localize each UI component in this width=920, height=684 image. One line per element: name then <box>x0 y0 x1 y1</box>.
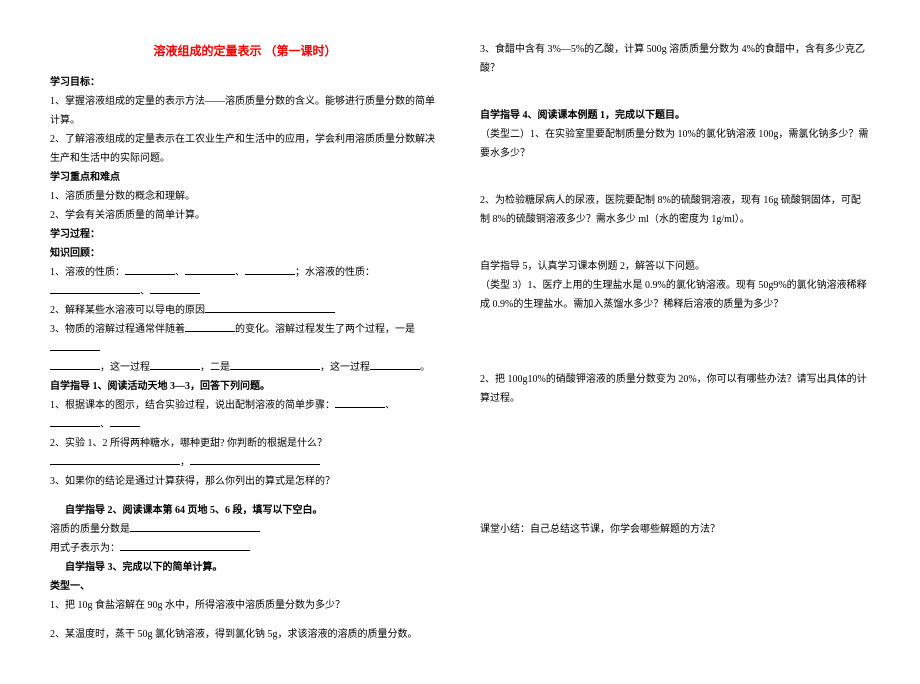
goal-item-2: 2、了解溶液组成的定量表示在工农业生产和生活中的应用，学会利用溶质质量分数解决生… <box>50 130 440 168</box>
summary: 课堂小结：自己总结这节课，你学会哪些解题的方法？ <box>480 520 870 539</box>
goal-item-1: 1、掌握溶液组成的定量的表示方法——溶质质量分数的含义。能够进行质量分数的简单计… <box>50 92 440 130</box>
blank-field <box>50 417 100 427</box>
review-2: 2、解释某些水溶液可以导电的原因 <box>50 305 205 316</box>
review-3b: 的变化。溶解过程发生了两个过程，一是 <box>235 324 415 335</box>
gap <box>480 229 870 257</box>
document-page: 溶液组成的定量表示 （第一课时） 学习目标： 1、掌握溶液组成的定量的表示方法—… <box>0 0 920 684</box>
heading-goal: 学习目标： <box>50 73 440 92</box>
blank-field <box>125 265 175 275</box>
gap <box>480 492 870 520</box>
right-item-5: 2、把 100g10%的硝酸钾溶液的质量分数变为 20%，你可以有哪些办法？请写… <box>480 370 870 408</box>
review-3a: 3、物质的溶解过程通常伴随着 <box>50 324 185 335</box>
document-title: 溶液组成的定量表示 （第一课时） <box>50 40 440 63</box>
gap <box>50 615 440 625</box>
guide2-item-2: 用式子表示为： <box>50 539 440 558</box>
type1-item-1: 1、把 10g 食盐溶解在 90g 水中，所得溶液中溶质质量分数为多少？ <box>50 596 440 615</box>
right-item-1: 3、食醋中含有 3%—5%的乙酸，计算 500g 溶质质量分数为 4%的食醋中，… <box>480 40 870 78</box>
blank-field <box>185 265 235 275</box>
blank-field <box>120 541 250 551</box>
guide2-2-text: 用式子表示为： <box>50 543 120 554</box>
right-item-3: 2、为检验糖尿病人的尿液，医院要配制 8%的硫酸铜溶液，现有 16g 硫酸铜固体… <box>480 191 870 229</box>
gap <box>480 342 870 370</box>
gap <box>480 314 870 342</box>
heading-focus: 学习重点和难点 <box>50 168 440 187</box>
type1-item-2: 2、某温度时，蒸干 50g 氯化钠溶液，得到氯化钠 5g，求该溶液的溶质的质量分… <box>50 625 440 644</box>
review-item-3: 3、物质的溶解过程通常伴随着 的变化。溶解过程发生了两个过程，一是 <box>50 320 440 358</box>
gap <box>480 78 870 106</box>
guide2-1-text: 溶质的质量分数是 <box>50 524 130 535</box>
right-item-2: （类型二）1、在实验室里要配制质量分数为 10%的氯化钠溶液 100g，需氯化钠… <box>480 125 870 163</box>
guide1-blank-line: ， <box>50 453 440 472</box>
heading-guide-1: 自学指导 1、阅读活动天地 3—3，回答下列问题。 <box>50 377 440 396</box>
blank-field <box>230 360 320 370</box>
blank-field <box>370 360 420 370</box>
review-item-1: 1、溶液的性质：、、；水溶液的性质：、 <box>50 263 440 301</box>
right-item-4: （类型 3）1、医疗上用的生理盐水是 0.9%的氯化钠溶液。现有 50g9%的氯… <box>480 276 870 314</box>
guide1-item-2: 2、实验 1、2 所得两种糖水，哪种更甜? 你判断的根据是什么？ <box>50 434 440 453</box>
focus-item-2: 2、学会有关溶质质量的简单计算。 <box>50 206 440 225</box>
blank-field <box>185 322 235 332</box>
blank-field <box>110 417 140 427</box>
blank-field <box>335 398 385 408</box>
blank-field <box>50 360 100 370</box>
gap <box>480 408 870 436</box>
blank-field <box>50 341 100 351</box>
guide1-item-1: 1、根据课本的图示，结合实验过程，说出配制溶液的简单步骤：、、 <box>50 396 440 434</box>
gap <box>480 436 870 464</box>
blank-field <box>245 265 295 275</box>
guide1-1-text: 1、根据课本的图示，结合实验过程，说出配制溶液的简单步骤： <box>50 400 335 411</box>
review-1a: 1、溶液的性质： <box>50 267 125 278</box>
blank-field <box>150 360 200 370</box>
blank-field <box>50 455 180 465</box>
blank-field <box>130 522 260 532</box>
review-item-3-cont: ，这一过程，二是，这一过程。 <box>50 358 440 377</box>
review-1b: ；水溶液的性质： <box>295 267 375 278</box>
guide1-item-3: 3、如果你的结论是通过计算获得，那么你列出的算式是怎样的？ <box>50 472 440 491</box>
left-column: 溶液组成的定量表示 （第一课时） 学习目标： 1、掌握溶液组成的定量的表示方法—… <box>50 40 440 644</box>
review-3c: ，这一过程 <box>100 362 150 373</box>
heading-process: 学习过程： <box>50 225 440 244</box>
gap <box>480 163 870 191</box>
heading-guide-4: 自学指导 4、阅读课本例题 1，完成以下题目。 <box>480 106 870 125</box>
blank-field <box>190 455 320 465</box>
review-item-2: 2、解释某些水溶液可以导电的原因 <box>50 301 440 320</box>
heading-guide-3: 自学指导 3、完成以下的简单计算。 <box>50 558 440 577</box>
heading-review: 知识回顾： <box>50 244 440 263</box>
review-3d: ，二是 <box>200 362 230 373</box>
heading-type-1: 类型一、 <box>50 577 440 596</box>
review-3e: ，这一过程 <box>320 362 370 373</box>
guide2-item-1: 溶质的质量分数是 <box>50 520 440 539</box>
right-column: 3、食醋中含有 3%—5%的乙酸，计算 500g 溶质质量分数为 4%的食醋中，… <box>480 40 870 644</box>
blank-field <box>50 284 140 294</box>
blank-field <box>205 303 335 313</box>
blank-field <box>150 284 200 294</box>
gap <box>480 464 870 492</box>
focus-item-1: 1、溶质质量分数的概念和理解。 <box>50 187 440 206</box>
heading-guide-2: 自学指导 2、阅读课本第 64 页地 5、6 段，填写以下空白。 <box>50 501 440 520</box>
heading-guide-5: 自学指导 5，认真学习课本例题 2，解答以下问题。 <box>480 257 870 276</box>
gap <box>50 491 440 501</box>
